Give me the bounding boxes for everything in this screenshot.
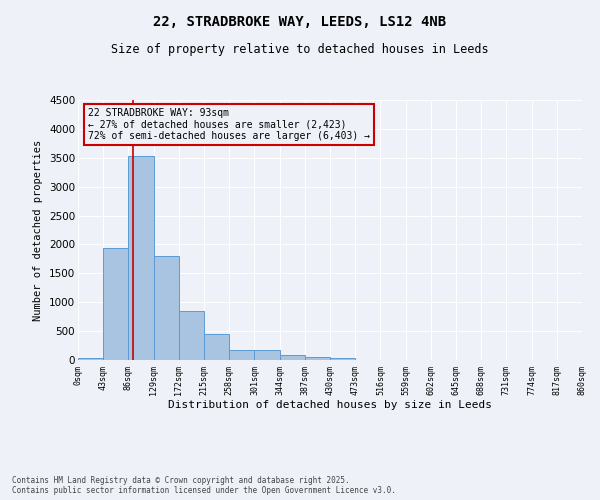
Y-axis label: Number of detached properties: Number of detached properties [34, 140, 43, 320]
Bar [280, 355, 305, 360]
Bar [204, 334, 229, 360]
Bar [254, 350, 280, 360]
Bar [229, 350, 254, 360]
Text: Contains HM Land Registry data © Crown copyright and database right 2025.
Contai: Contains HM Land Registry data © Crown c… [12, 476, 396, 495]
Bar [128, 156, 154, 360]
X-axis label: Distribution of detached houses by size in Leeds: Distribution of detached houses by size … [168, 400, 492, 410]
Text: 22 STRADBROKE WAY: 93sqm
← 27% of detached houses are smaller (2,423)
72% of sem: 22 STRADBROKE WAY: 93sqm ← 27% of detach… [88, 108, 370, 141]
Text: Size of property relative to detached houses in Leeds: Size of property relative to detached ho… [111, 42, 489, 56]
Bar [179, 310, 204, 360]
Bar [154, 256, 179, 360]
Text: 22, STRADBROKE WAY, LEEDS, LS12 4NB: 22, STRADBROKE WAY, LEEDS, LS12 4NB [154, 15, 446, 29]
Bar [103, 248, 128, 360]
Bar [330, 358, 355, 360]
Bar [305, 357, 330, 360]
Bar [78, 358, 103, 360]
